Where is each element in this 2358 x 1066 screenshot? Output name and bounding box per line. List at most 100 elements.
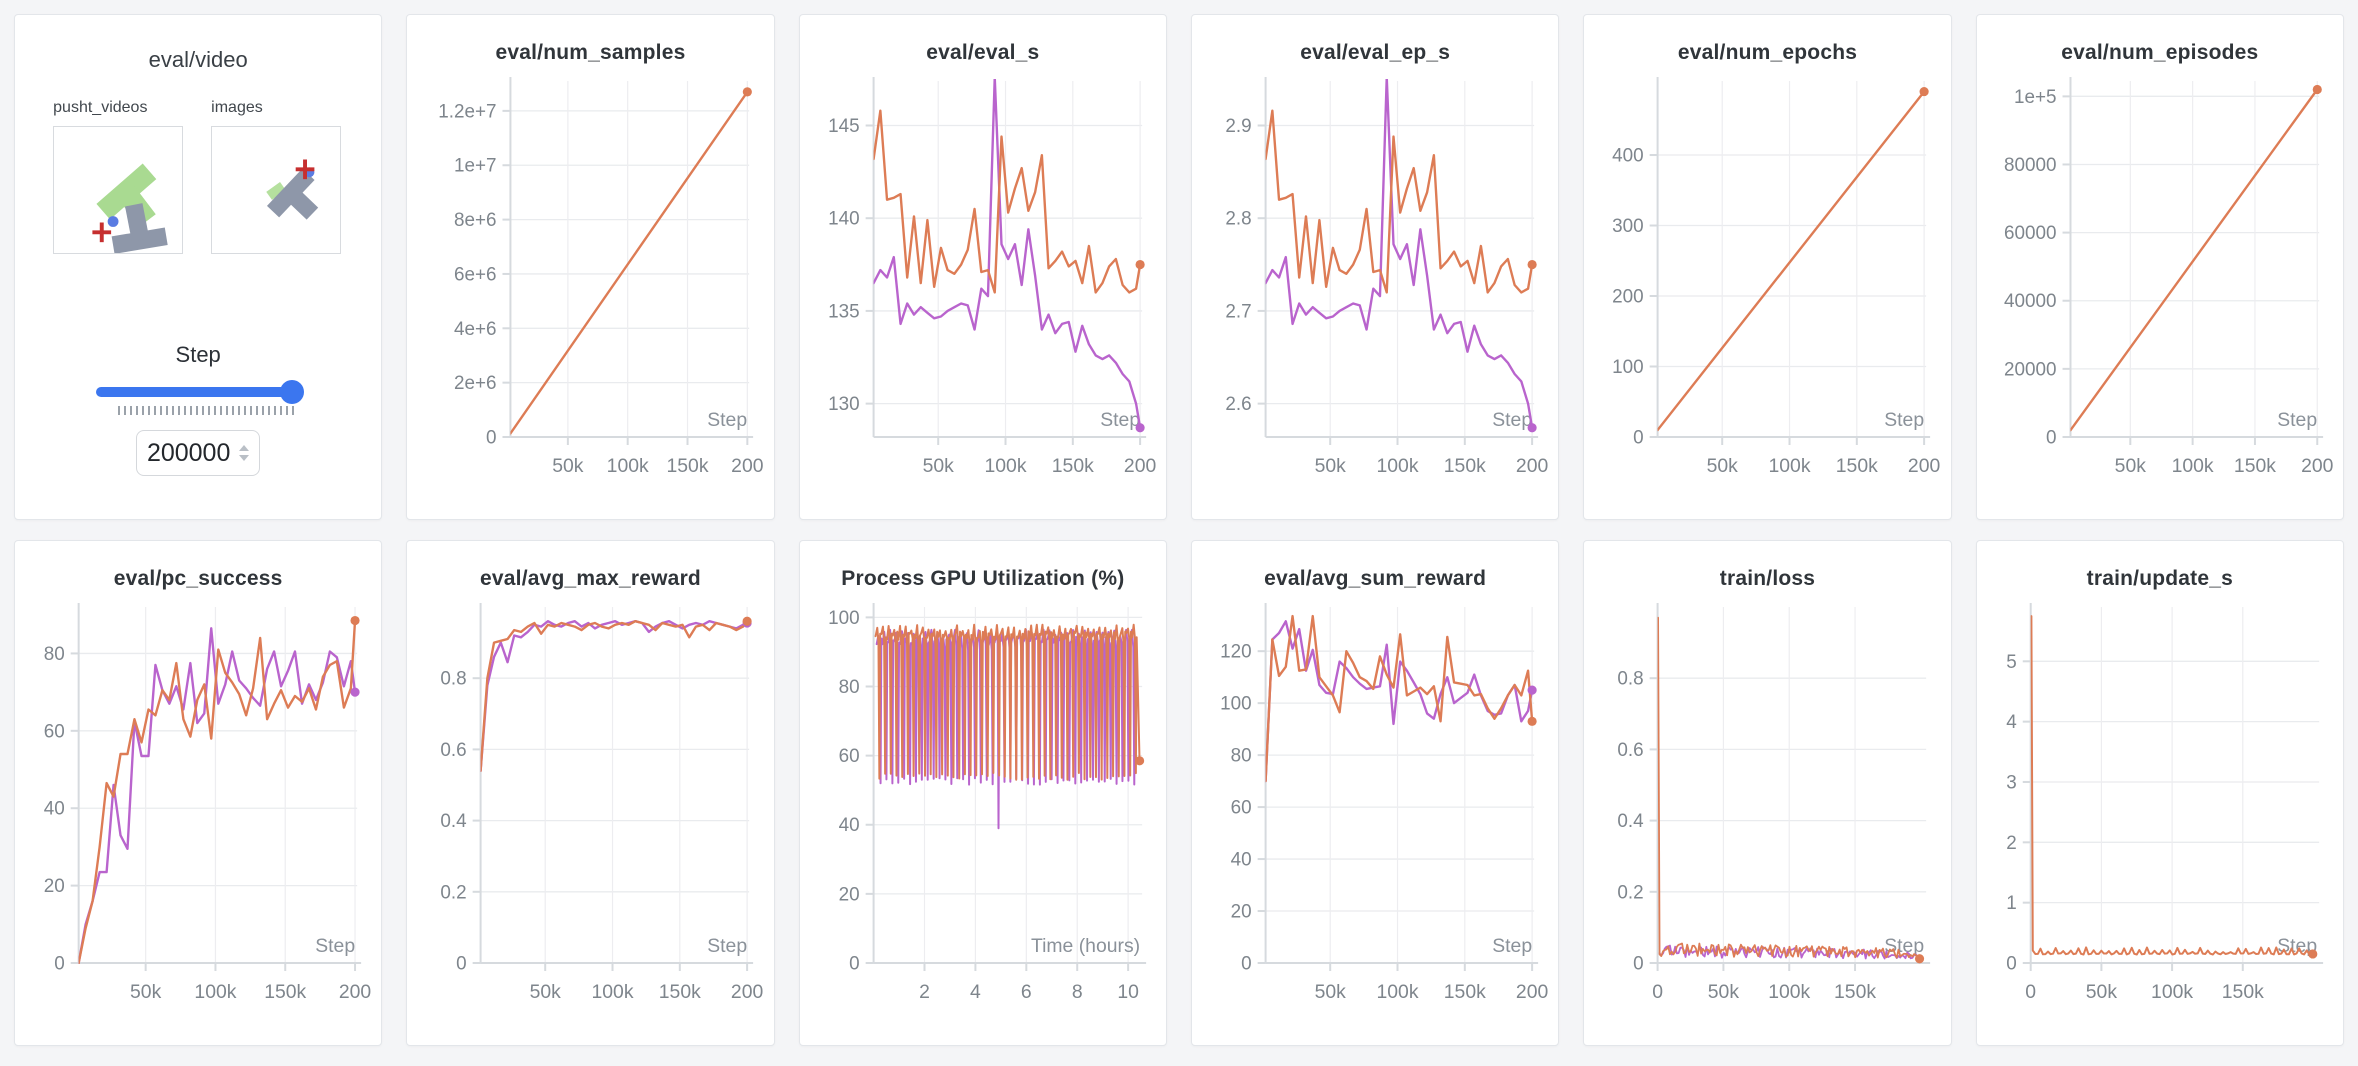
svg-text:6e+6: 6e+6 [454,264,497,285]
pusht-env-image [92,163,168,254]
pusht-video-thumbnail[interactable] [53,126,184,254]
svg-text:2: 2 [919,981,930,1003]
chart-title: eval/num_episodes [2061,41,2259,64]
svg-text:20000: 20000 [2004,359,2057,380]
svg-text:100k: 100k [984,455,1026,477]
spinner-up-icon[interactable] [239,445,250,451]
svg-text:Step: Step [708,935,748,957]
media-key-label: pusht_videos [53,99,148,116]
svg-text:1: 1 [2006,893,2017,914]
svg-text:150k: 150k [2221,981,2263,1003]
svg-text:150k: 150k [659,981,701,1003]
svg-text:100k: 100k [607,455,649,477]
svg-text:0.8: 0.8 [441,669,467,690]
svg-text:8e+6: 8e+6 [454,210,497,231]
chart-title: eval/pc_success [113,567,283,590]
chart-panel-process-gpu-utilization: Process GPU Utilization (%) 0 20 40 60 80 100… [798,540,1167,1046]
svg-text:100k: 100k [1376,455,1418,477]
svg-text:150k: 150k [1836,455,1878,477]
svg-text:200: 200 [1516,981,1549,1003]
svg-text:6: 6 [1021,981,1032,1003]
chart-panel-eval-num-episodes: eval/num_episodes 0 20000 40000 60000 80000 1… [1975,14,2344,520]
chart-plot[interactable]: 2.6 2.7 2.8 2.9 50k 100k 150k 200 Step [1192,71,1558,507]
svg-text:0: 0 [1633,427,1644,448]
svg-text:150k: 150k [1444,455,1486,477]
svg-text:80000: 80000 [2004,155,2057,176]
svg-text:0: 0 [1241,953,1252,974]
media-column-images: images [211,99,343,254]
svg-text:2.7: 2.7 [1225,301,1251,322]
chart-title: eval/num_samples [495,41,686,64]
chart-title: eval/avg_sum_reward [1264,567,1487,590]
step-value-input[interactable]: 200000 [136,430,261,476]
chart-plot[interactable]: 130 135 140 145 50k 100k 150k 200 Step [800,71,1166,507]
svg-text:Step: Step [1492,409,1532,431]
step-value: 200000 [146,438,231,467]
images-thumbnail[interactable] [211,126,342,254]
svg-text:60: 60 [44,721,65,742]
svg-text:1e+7: 1e+7 [454,156,497,177]
chart-title: eval/num_epochs [1677,41,1858,64]
chart-plot[interactable]: 0 0.2 0.4 0.6 0.8 50k 100k 150k 200 Step [407,597,773,1033]
svg-text:100: 100 [828,608,860,629]
svg-text:Step: Step [1100,409,1140,431]
svg-text:200: 200 [1908,455,1941,477]
svg-text:200: 200 [731,981,764,1003]
svg-text:145: 145 [828,116,860,137]
chart-plot[interactable]: 0 2e+6 4e+6 6e+6 8e+6 1e+7 1.2e+7 50k 100k 150k 20… [407,71,773,507]
slider-track[interactable] [96,387,299,397]
svg-text:0: 0 [2006,953,2017,974]
step-control: Step 200000 [15,342,381,476]
svg-text:2.9: 2.9 [1225,116,1251,137]
chart-title: eval/avg_max_reward [480,567,701,590]
chart-plot[interactable]: 0 20000 40000 60000 80000 1e+5 50k 100k 150k 200 S… [1977,71,2343,507]
svg-text:150k: 150k [2234,455,2276,477]
svg-text:50k: 50k [553,455,585,477]
svg-text:50k: 50k [922,455,954,477]
svg-text:20: 20 [44,876,65,897]
svg-text:Step: Step [1492,935,1532,957]
chart-plot[interactable]: 0 20 40 60 80 50k 100k 150k 200 Step [15,597,381,1033]
svg-text:50k: 50k [130,981,162,1003]
svg-text:80: 80 [44,644,65,665]
svg-text:2.8: 2.8 [1225,209,1251,230]
svg-text:135: 135 [828,301,860,322]
svg-text:Step: Step [2277,409,2317,431]
svg-text:0: 0 [2025,981,2036,1003]
svg-text:200: 200 [339,981,372,1003]
pusht-env-image [266,159,319,220]
svg-text:5: 5 [2006,652,2017,673]
chart-title: train/loss [1719,567,1816,590]
svg-text:80: 80 [1231,746,1252,767]
svg-text:50k: 50k [2085,981,2117,1003]
goal-cross-icon [92,222,112,243]
svg-text:0.4: 0.4 [441,811,467,832]
svg-text:0: 0 [486,427,497,448]
svg-text:300: 300 [1612,216,1644,237]
svg-text:100: 100 [1612,357,1644,378]
svg-text:2.6: 2.6 [1225,394,1251,415]
step-slider[interactable] [96,380,305,404]
number-spinner[interactable] [239,445,250,461]
svg-text:50k: 50k [530,981,562,1003]
chart-plot[interactable]: 0 20 40 60 80 100 120 50k 100k 150k 200 Step [1192,597,1558,1033]
svg-text:60: 60 [838,746,859,767]
svg-text:100k: 100k [592,981,634,1003]
chart-plot[interactable]: 0 100 200 300 400 50k 100k 150k 200 Step [1584,71,1950,507]
svg-text:0: 0 [2046,427,2057,448]
chart-plot[interactable]: 0 20 40 60 80 100 2 4 6 8 10 Time (hours) [800,597,1166,1033]
spinner-down-icon[interactable] [239,455,250,461]
slider-thumb[interactable] [280,380,305,404]
svg-text:140: 140 [828,209,860,230]
chart-panel-eval-num-samples: eval/num_samples 0 2e+6 4e+6 6e+6 8e+6 1e+7 1.… [406,14,775,520]
svg-text:0: 0 [849,953,860,974]
chart-panel-eval-avg-max-reward: eval/avg_max_reward 0 0.2 0.4 0.6 0.8 50k 100k… [406,540,775,1046]
svg-text:0.6: 0.6 [1618,740,1644,761]
chart-panel-train-loss: train/loss 0 0.2 0.4 0.6 0.8 0 50k 100k 150k Step [1583,540,1952,1046]
svg-text:60: 60 [1231,798,1252,819]
svg-text:200: 200 [2301,455,2334,477]
svg-text:80: 80 [838,677,859,698]
chart-panel-eval-eval-s: eval/eval_s 130 135 140 145 50k 100k 150k 200 St… [798,14,1167,520]
